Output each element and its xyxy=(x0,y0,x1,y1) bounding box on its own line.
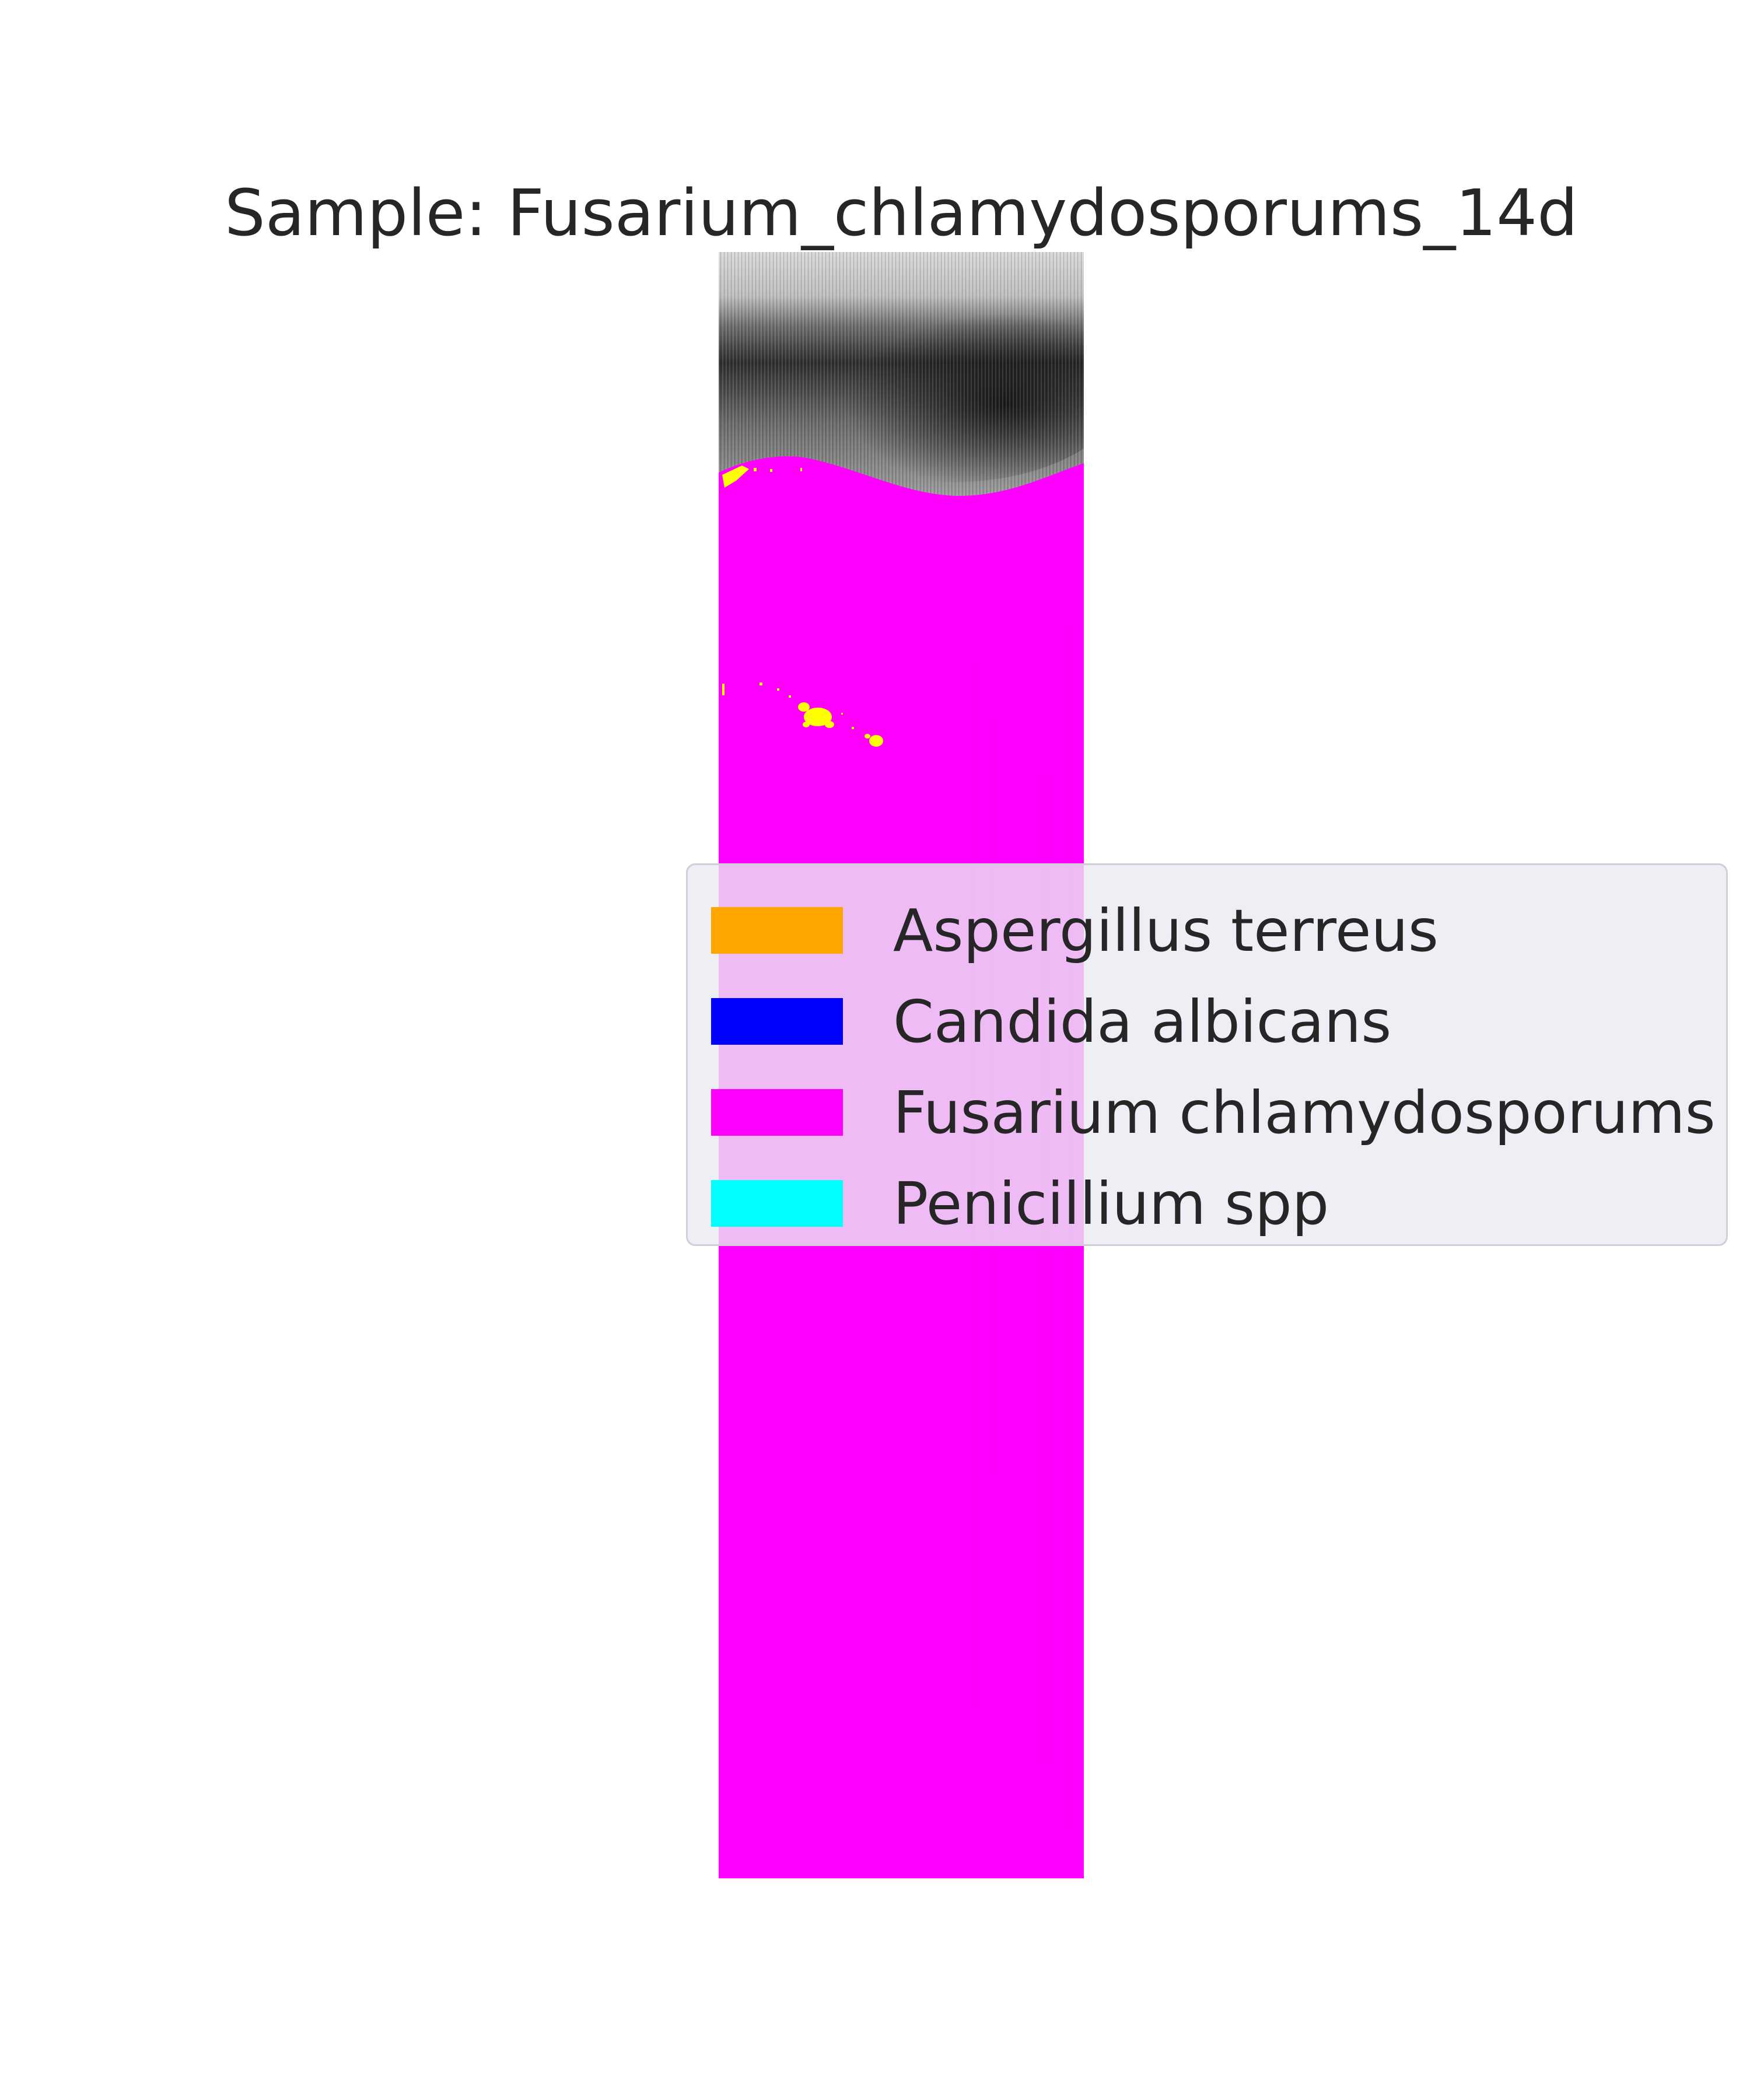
legend-label: Candida albicans xyxy=(893,987,1392,1056)
legend-swatch xyxy=(711,907,843,954)
legend-swatch xyxy=(711,1089,843,1136)
yellow-speckles xyxy=(722,466,883,747)
legend-item-aspergillus-terreus: Aspergillus terreus xyxy=(688,885,1726,976)
legend-label: Penicillium spp xyxy=(893,1169,1329,1238)
figure-title: Sample: Fusarium_chlamydosporums_14d xyxy=(225,176,1578,250)
legend-item-fusarium-chlamydosporums: Fusarium chlamydosporums xyxy=(688,1067,1726,1158)
legend-label: Aspergillus terreus xyxy=(893,896,1438,965)
legend-swatch xyxy=(711,1180,843,1227)
legend-item-candida-albicans: Candida albicans xyxy=(688,976,1726,1067)
legend-swatch xyxy=(711,998,843,1045)
legend-item-penicillium-spp: Penicillium spp xyxy=(688,1158,1726,1249)
legend: Aspergillus terreus Candida albicans Fus… xyxy=(686,863,1728,1246)
legend-label: Fusarium chlamydosporums xyxy=(893,1078,1716,1147)
